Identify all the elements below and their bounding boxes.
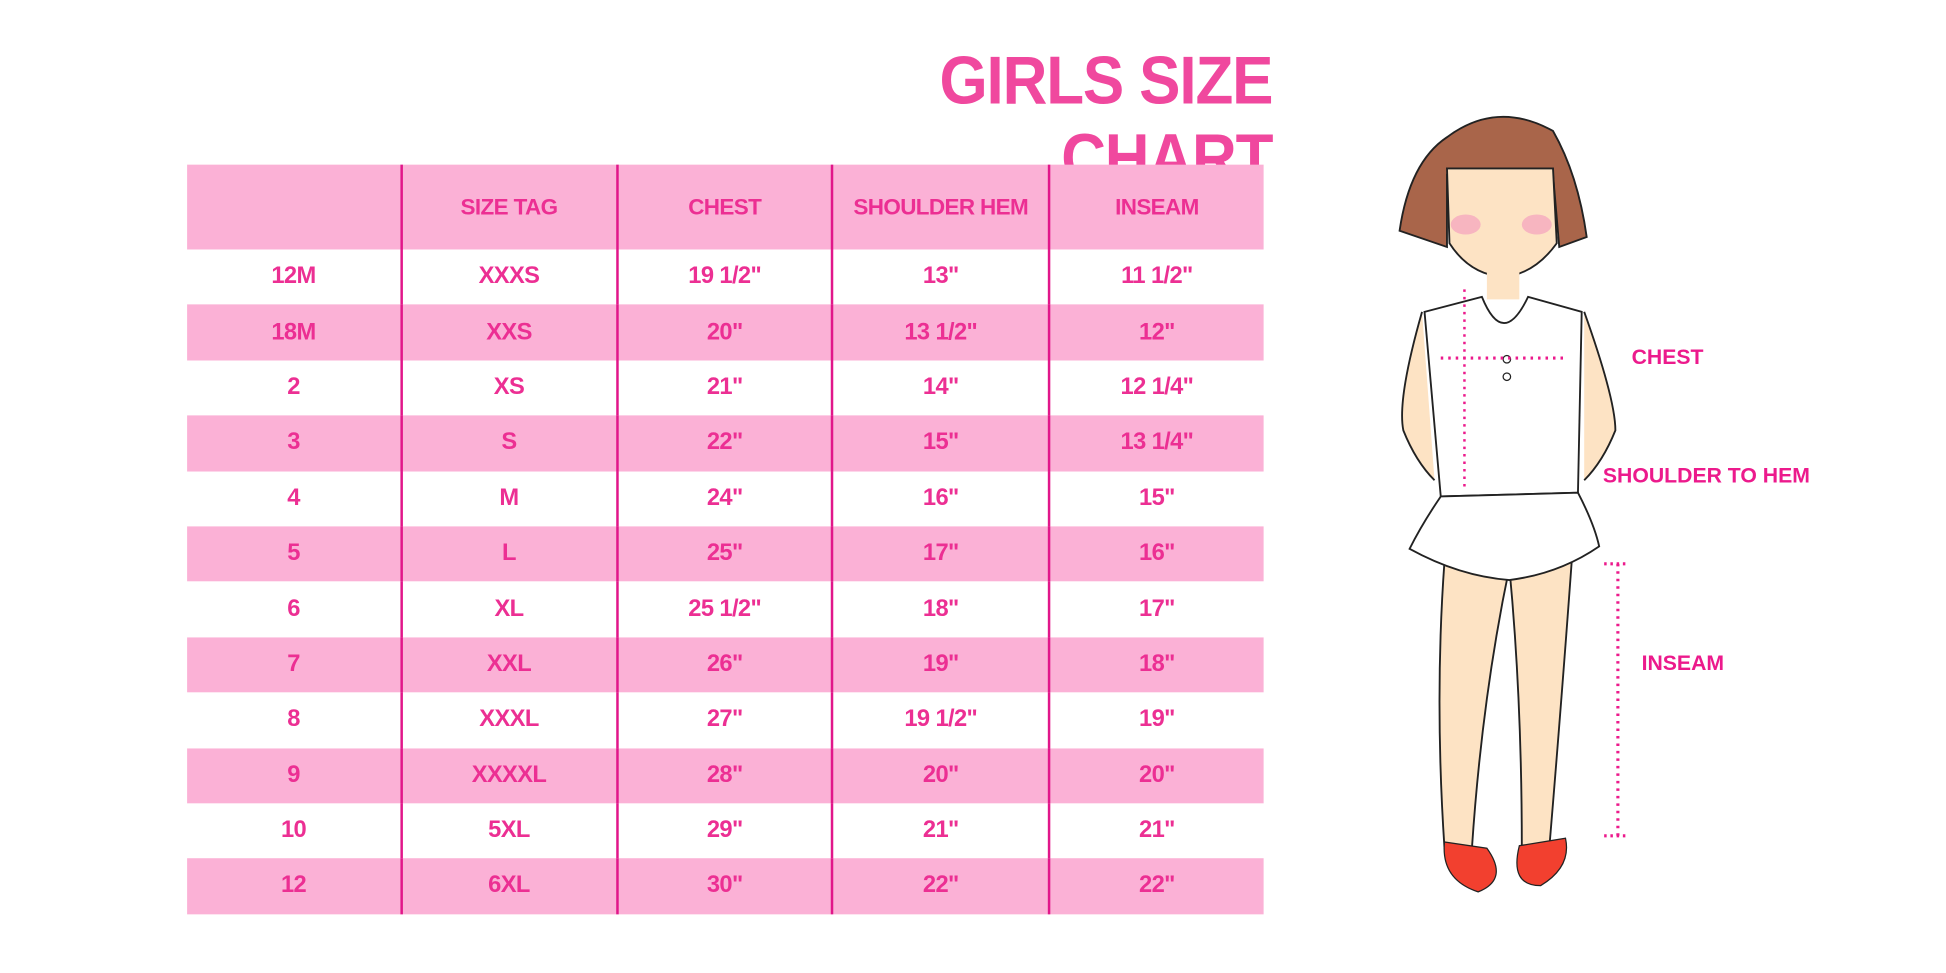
inseam-label: INSEAM	[1641, 651, 1725, 675]
table-cell: XXXXL	[399, 747, 617, 804]
page-title: GIRLS SIZE CHART	[939, 43, 1273, 196]
size-table: SIZE TAG CHEST SHOULDER HEM INSEAM 12M XXXS 1…	[187, 164, 1264, 914]
chest-label: CHEST	[1631, 345, 1704, 370]
column-header: SHOULDER HEM	[831, 164, 1049, 250]
table-cell: XXS	[399, 304, 617, 361]
table-cell: XL	[399, 581, 617, 638]
table-cell: 12"	[1047, 304, 1264, 361]
table-cell: 8	[287, 706, 300, 733]
table-cell: 19 1/2"	[831, 692, 1049, 748]
table-cell: 15"	[1047, 470, 1264, 527]
table-cell: 20"	[1047, 747, 1264, 804]
table-cell: 25"	[615, 526, 833, 582]
table-cell: 17"	[831, 526, 1049, 582]
table-cell: L	[399, 526, 617, 582]
table-cell: 22"	[1047, 858, 1264, 914]
table-cell: 3	[187, 415, 402, 471]
table-cell: 20"	[831, 747, 1049, 804]
table-cell: 7	[187, 637, 402, 693]
table-cell: 17"	[1047, 581, 1264, 638]
table-cell: 9	[187, 747, 402, 804]
table-row: 6 XL 25 1/2" 18" 17"	[187, 581, 1264, 638]
girl-illustration-icon	[1398, 115, 1628, 893]
shoulder-to-hem-label: SHOULDER TO HEM	[1602, 464, 1810, 488]
table-cell: 21"	[1047, 803, 1264, 859]
table-row: 12M XXXS 19 1/2" 13" 11 1/2"	[187, 249, 1264, 305]
table-cell: 25 1/2"	[615, 581, 833, 638]
table-row: 2 XS 21" 14" 12 1/4"	[187, 360, 1264, 416]
table-cell: 21"	[831, 803, 1049, 859]
column-header: SIZE TAG	[399, 164, 617, 250]
table-cell: 21"	[615, 360, 833, 416]
table-cell: 29"	[615, 803, 833, 859]
table-cell: M	[399, 470, 617, 527]
table-cell: 22"	[831, 858, 1049, 914]
table-header: SIZE TAG CHEST SHOULDER HEM INSEAM	[187, 164, 1264, 250]
table-row: 18M XXS 20" 13 1/2" 12"	[187, 304, 1264, 361]
table-cell: 26"	[615, 637, 833, 693]
table-cell: 24"	[615, 470, 833, 527]
table-cell: 6	[287, 595, 300, 622]
table-cell: 13"	[831, 249, 1049, 305]
table-cell: 13 1/2"	[831, 304, 1049, 361]
table-cell: 15"	[831, 415, 1049, 471]
table-cell: XS	[399, 360, 617, 416]
column-header	[187, 164, 402, 250]
table-row: 12 6XL 30" 22" 22"	[187, 858, 1264, 914]
table-cell: 19 1/2"	[615, 249, 833, 305]
table-cell: 16"	[1047, 526, 1264, 582]
table-cell: 20"	[615, 304, 833, 361]
table-cell: 12	[187, 858, 402, 914]
table-cell: 18"	[831, 581, 1049, 638]
table-row: 8 XXXL 27" 19 1/2" 19"	[187, 692, 1264, 748]
table-cell: 14"	[831, 360, 1049, 416]
table-cell: 6XL	[399, 858, 617, 914]
column-header: INSEAM	[1047, 164, 1264, 250]
table-cell: 12 1/4"	[1047, 360, 1264, 416]
table-row: 4 M 24" 16" 15"	[187, 470, 1264, 527]
table-row: 7 XXL 26" 19" 18"	[187, 637, 1264, 693]
table-row: 3 S 22" 15" 13 1/4"	[187, 415, 1264, 471]
column-header: CHEST	[615, 164, 833, 250]
table-row: 10 5XL 29" 21" 21"	[187, 803, 1264, 859]
table-row: 5 L 25" 17" 16"	[187, 526, 1264, 582]
table-cell: 18M	[187, 304, 402, 361]
table-cell: 5	[187, 526, 402, 582]
table-cell: 5XL	[399, 803, 617, 859]
table-cell: 10	[280, 817, 307, 844]
table-cell: 13 1/4"	[1047, 415, 1264, 471]
table-cell: 2	[287, 374, 300, 401]
table-cell: 19"	[831, 637, 1049, 693]
table-cell: XXXS	[399, 249, 617, 305]
table-cell: 28"	[615, 747, 833, 804]
table-cell: 18"	[1047, 637, 1264, 693]
table-row: 9 XXXXL 28" 20" 20"	[187, 747, 1264, 804]
table-cell: 27"	[615, 692, 833, 748]
table-cell: 30"	[615, 858, 833, 914]
table-cell: 11 1/2"	[1047, 249, 1264, 305]
table-cell: 12M	[271, 263, 316, 290]
table-cell: XXL	[399, 637, 617, 693]
table-cell: S	[399, 415, 617, 471]
table-cell: XXXL	[399, 692, 617, 748]
table-cell: 22"	[615, 415, 833, 471]
table-cell: 19"	[1047, 692, 1264, 748]
table-cell: 4	[287, 484, 300, 512]
table-cell: 16"	[831, 470, 1049, 527]
